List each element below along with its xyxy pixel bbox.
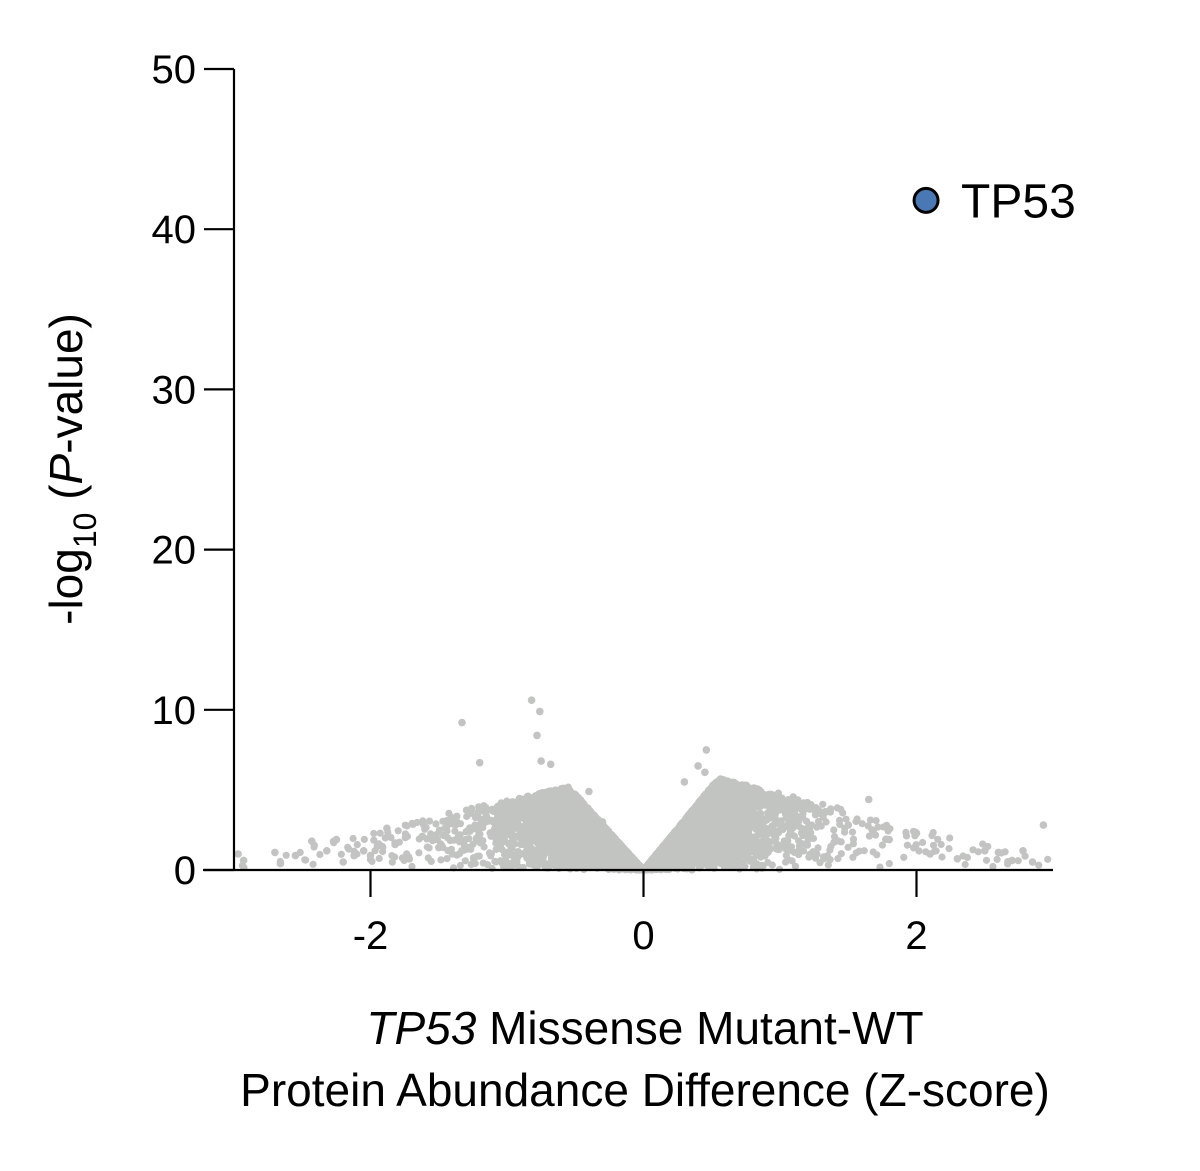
background-point	[427, 857, 435, 866]
background-point	[461, 857, 469, 865]
background-point	[282, 851, 290, 859]
background-point	[443, 855, 451, 863]
background-point	[309, 860, 317, 868]
background-point	[376, 829, 384, 837]
background-points	[234, 696, 1052, 874]
background-point	[437, 856, 445, 864]
background-point	[919, 838, 927, 847]
background-point	[844, 843, 852, 851]
background-point	[937, 840, 945, 849]
background-point	[989, 862, 997, 871]
background-point	[415, 849, 423, 857]
background-point	[791, 862, 800, 870]
background-point	[394, 827, 402, 835]
background-point	[1014, 857, 1022, 865]
background-point	[388, 852, 396, 860]
background-point	[945, 845, 953, 853]
background-point	[814, 844, 822, 852]
background-point	[961, 860, 969, 869]
background-point	[498, 846, 506, 854]
background-point	[946, 834, 954, 842]
background-point	[463, 812, 471, 821]
background-point	[782, 851, 790, 860]
background-point	[1044, 855, 1052, 863]
background-point	[782, 858, 790, 866]
background-point	[302, 856, 310, 864]
background-point	[777, 820, 786, 828]
background-point	[979, 840, 987, 848]
background-point	[480, 843, 488, 851]
background-point	[934, 835, 942, 843]
background-point	[872, 817, 880, 825]
background-point	[491, 857, 499, 866]
background-point	[938, 853, 946, 861]
background-point	[900, 853, 908, 861]
background-point	[425, 844, 433, 852]
background-point	[408, 862, 416, 871]
background-point	[517, 840, 525, 849]
background-point	[849, 853, 857, 861]
background-point	[788, 857, 796, 865]
background-point	[802, 817, 811, 825]
